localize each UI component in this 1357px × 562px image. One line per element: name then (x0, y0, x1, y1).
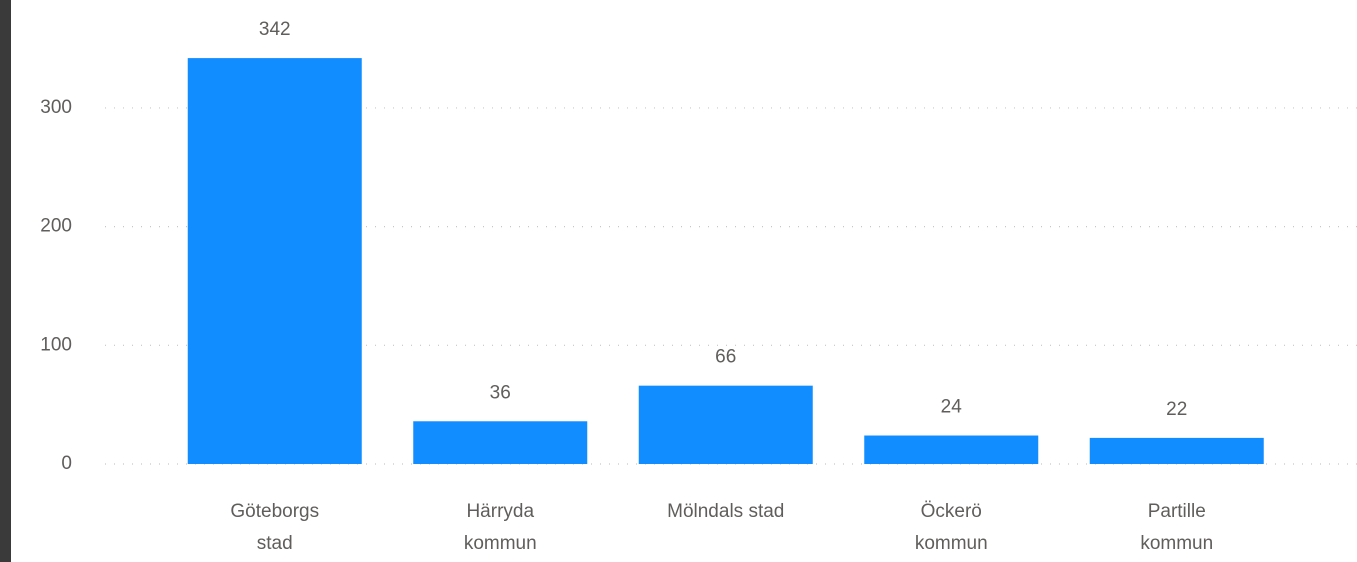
frame-edge (0, 0, 11, 562)
bar (864, 435, 1039, 464)
y-tick-label: 300 (40, 97, 72, 118)
data-label: 24 (941, 397, 963, 418)
x-tick-label: Göteborgs stad (230, 501, 320, 554)
data-label: 36 (490, 382, 511, 403)
x-tick-label: Härryda kommun (463, 501, 537, 554)
y-tick-label: 100 (40, 334, 72, 355)
data-label: 66 (715, 347, 736, 368)
x-tick-label: Partille kommun (1140, 501, 1214, 554)
bar (413, 421, 588, 464)
bar (1089, 437, 1264, 464)
x-tick-label: Mölndals stad (667, 501, 785, 522)
bar (638, 385, 813, 464)
bar (187, 58, 362, 464)
data-label: 342 (259, 19, 291, 40)
y-tick-label: 200 (40, 216, 72, 237)
y-tick-label: 0 (61, 453, 72, 474)
data-label: 22 (1166, 399, 1187, 420)
x-tick-label: Öckerö kommun (914, 501, 988, 554)
